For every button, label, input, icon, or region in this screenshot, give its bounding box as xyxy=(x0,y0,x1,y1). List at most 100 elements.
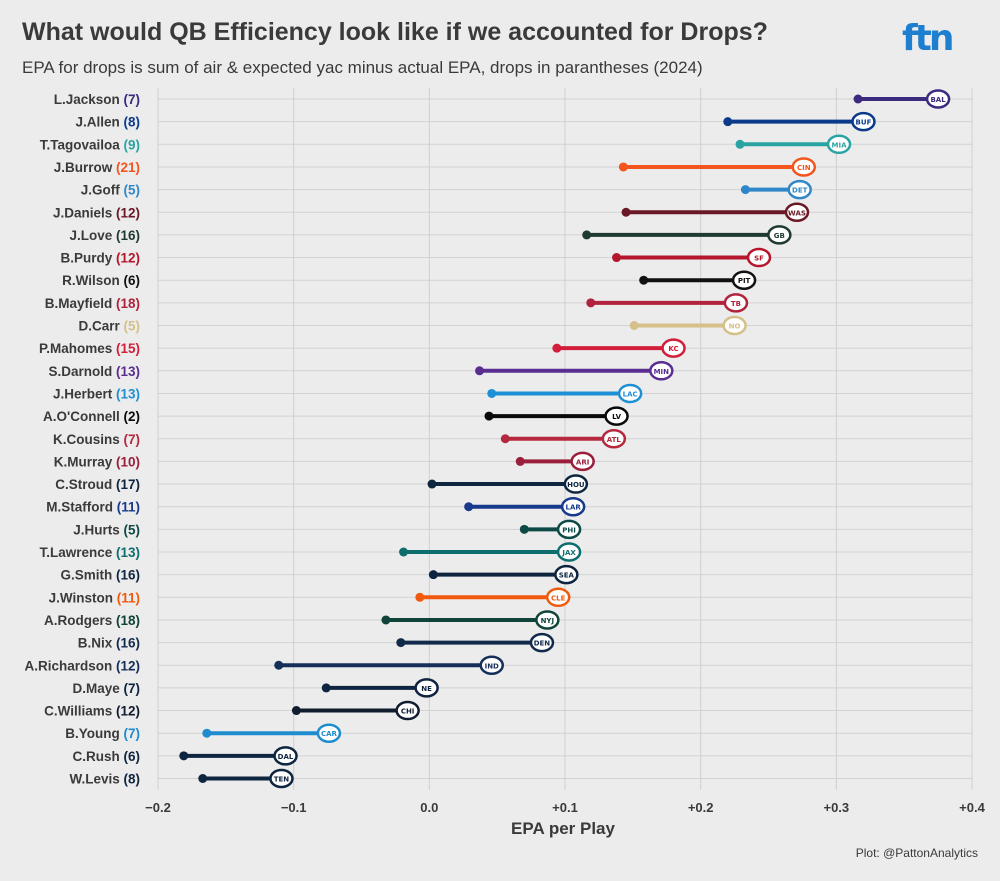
x-tick-label: +0.3 xyxy=(823,800,849,815)
qb-label: L.Jackson (7) xyxy=(54,92,140,107)
team-logo-icon: DET xyxy=(787,179,812,200)
qb-label: C.Rush (6) xyxy=(72,749,140,764)
team-abbrev: JAX xyxy=(561,549,576,557)
drop-count: (16) xyxy=(116,636,140,651)
qb-label: C.Williams (12) xyxy=(44,704,140,719)
team-logo-shape xyxy=(535,610,560,630)
drop-count: (13) xyxy=(116,545,140,560)
drop-count: (18) xyxy=(116,613,140,628)
team-abbrev: WAS xyxy=(788,209,806,217)
drop-count: (16) xyxy=(116,568,140,583)
qb-name: A.Richardson xyxy=(24,658,116,673)
team-logo-shape xyxy=(556,542,582,562)
team-logo-shape xyxy=(545,587,571,608)
qb-label: A.Rodgers (18) xyxy=(44,613,140,628)
actual-epa-point xyxy=(198,774,208,783)
plot-credit: Plot: @PattonAnalytics xyxy=(855,846,978,860)
drop-count: (11) xyxy=(117,590,140,605)
team-abbrev: LAR xyxy=(565,504,581,512)
actual-epa-point xyxy=(427,479,437,489)
dumbbell-row: G.Smith (16) SEA xyxy=(60,564,579,585)
dumbbell-row: J.Goff (5) DET xyxy=(81,179,812,200)
drop-count: (7) xyxy=(124,726,141,741)
team-logo-shape xyxy=(556,519,582,540)
x-tick-label: −0.2 xyxy=(145,800,171,815)
qb-name: J.Herbert xyxy=(53,386,116,401)
chart-title: What would QB Efficiency look like if we… xyxy=(22,18,768,46)
team-logo-icon: LV xyxy=(604,406,629,426)
team-logo-icon: IND xyxy=(479,655,504,675)
actual-epa-point xyxy=(291,706,301,716)
team-abbrev: DEN xyxy=(534,640,551,648)
drop-count: (5) xyxy=(124,522,141,537)
actual-epa-point xyxy=(621,207,631,217)
team-logo-icon: DAL xyxy=(273,746,298,766)
dumbbell-row: A.Richardson (12) IND xyxy=(24,655,504,675)
dumbbell-row: S.Darnold (13) MIN xyxy=(48,361,674,381)
qb-name: J.Goff xyxy=(81,183,124,198)
drop-count: (10) xyxy=(116,454,140,469)
team-logo-shape xyxy=(529,632,555,653)
team-abbrev: HOU xyxy=(567,481,585,489)
qb-label: J.Goff (5) xyxy=(81,183,140,198)
team-logo-icon: PHI xyxy=(556,519,582,540)
qb-label: D.Carr (5) xyxy=(78,319,140,334)
drop-count: (18) xyxy=(116,296,140,311)
dumbbell-row: R.Wilson (6) PIT xyxy=(62,270,757,290)
dumbbell-row: D.Maye (7) NE xyxy=(72,678,439,698)
team-abbrev: LV xyxy=(612,413,621,421)
team-logo-icon: MIA xyxy=(826,134,852,155)
team-logo-icon: JAX xyxy=(556,542,582,562)
actual-epa-point xyxy=(735,139,745,149)
team-logo-shape xyxy=(269,768,294,789)
team-logo-shape xyxy=(767,225,792,245)
drop-count: (7) xyxy=(124,432,141,447)
team-abbrev: ATL xyxy=(607,436,622,444)
qb-name: J.Burrow xyxy=(54,160,116,175)
team-abbrev: GB xyxy=(774,232,785,240)
qb-label: D.Maye (7) xyxy=(72,681,140,696)
team-logo-shape xyxy=(601,429,627,449)
team-abbrev: PIT xyxy=(738,277,751,285)
qb-name: A.O'Connell xyxy=(43,409,123,424)
actual-epa-point xyxy=(321,683,331,693)
team-logo-shape xyxy=(649,361,674,381)
team-logo-shape xyxy=(560,496,586,517)
team-abbrev: TEN xyxy=(274,776,290,784)
team-logo-icon: HOU xyxy=(563,474,589,494)
qb-label: T.Lawrence (13) xyxy=(39,545,140,560)
qb-label: K.Cousins (7) xyxy=(53,432,140,447)
x-axis-title: EPA per Play xyxy=(511,819,615,838)
qb-label: A.Richardson (12) xyxy=(24,658,140,673)
qb-label: G.Smith (16) xyxy=(60,568,140,583)
qb-label: J.Burrow (21) xyxy=(54,160,140,175)
team-abbrev: CAR xyxy=(321,730,338,738)
team-logo-icon: ARI xyxy=(570,451,595,472)
qb-label: J.Love (16) xyxy=(69,228,140,243)
dumbbell-row: C.Stroud (17) HOU xyxy=(55,474,589,494)
team-logo-icon: ATL xyxy=(601,429,627,449)
team-logo-icon: WAS xyxy=(784,202,810,222)
dumbbell-row: K.Murray (10) ARI xyxy=(54,451,595,472)
team-logo-shape xyxy=(722,315,747,336)
dumbbell-row: J.Winston (11) CLE xyxy=(49,587,571,608)
qb-name: B.Young xyxy=(65,726,123,741)
x-tick-label: +0.2 xyxy=(688,800,714,815)
drop-count: (6) xyxy=(124,749,141,764)
team-logo-icon: BUF xyxy=(851,111,876,132)
dumbbell-row: T.Tagovailoa (9) MIA xyxy=(40,134,852,155)
team-logo-shape xyxy=(661,338,686,358)
x-tick-label: −0.1 xyxy=(281,800,307,815)
team-logo-icon: LAC xyxy=(617,383,643,404)
qb-label: T.Tagovailoa (9) xyxy=(40,137,140,152)
team-logo-icon: MIN xyxy=(649,361,674,381)
x-tick-label: +0.4 xyxy=(959,800,985,815)
qb-name: J.Allen xyxy=(75,115,123,130)
actual-epa-point xyxy=(629,321,639,330)
qb-label: J.Allen (8) xyxy=(75,115,140,130)
qb-name: D.Carr xyxy=(78,319,123,334)
team-logo-shape xyxy=(791,157,817,177)
team-abbrev: NO xyxy=(729,323,741,331)
actual-epa-point xyxy=(582,230,592,240)
